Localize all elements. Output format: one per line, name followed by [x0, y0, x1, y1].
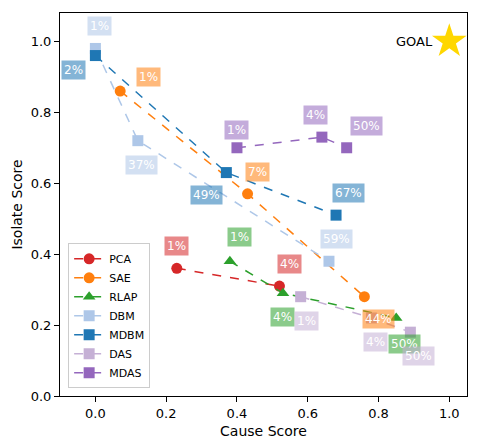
- svg-text:DAS: DAS: [109, 348, 132, 361]
- svg-text:1.0: 1.0: [31, 34, 52, 49]
- svg-text:37%: 37%: [128, 158, 155, 172]
- svg-text:7%: 7%: [248, 165, 267, 179]
- svg-text:0.2: 0.2: [156, 406, 177, 421]
- svg-text:0.2: 0.2: [31, 318, 52, 333]
- svg-text:0.4: 0.4: [227, 406, 248, 421]
- svg-text:SAE: SAE: [109, 272, 131, 285]
- svg-text:59%: 59%: [323, 232, 350, 246]
- svg-text:4%: 4%: [273, 310, 292, 324]
- svg-text:0.6: 0.6: [297, 406, 318, 421]
- svg-text:PCA: PCA: [109, 253, 131, 266]
- svg-text:2%: 2%: [64, 63, 83, 77]
- svg-text:Isolate Score: Isolate Score: [9, 159, 25, 249]
- svg-text:MDAS: MDAS: [109, 367, 141, 380]
- svg-text:1%: 1%: [167, 239, 186, 253]
- svg-text:DBM: DBM: [109, 310, 135, 323]
- svg-text:GOAL: GOAL: [396, 34, 433, 49]
- svg-text:49%: 49%: [193, 188, 220, 202]
- svg-text:1.0: 1.0: [439, 406, 460, 421]
- svg-text:50%: 50%: [405, 349, 432, 363]
- svg-text:1%: 1%: [230, 230, 249, 244]
- svg-text:4%: 4%: [366, 335, 385, 349]
- svg-text:0.8: 0.8: [368, 406, 389, 421]
- svg-text:4%: 4%: [280, 257, 299, 271]
- svg-text:0.6: 0.6: [31, 176, 52, 191]
- svg-text:50%: 50%: [353, 119, 380, 133]
- svg-text:1%: 1%: [297, 314, 316, 328]
- svg-text:67%: 67%: [335, 186, 362, 200]
- svg-text:Cause Score: Cause Score: [220, 423, 307, 439]
- svg-text:MDBM: MDBM: [109, 329, 144, 342]
- svg-text:1%: 1%: [139, 70, 158, 84]
- svg-text:0.0: 0.0: [85, 406, 106, 421]
- svg-text:4%: 4%: [306, 108, 325, 122]
- svg-text:1%: 1%: [227, 123, 246, 137]
- svg-text:RLAP: RLAP: [109, 291, 138, 304]
- svg-text:44%: 44%: [365, 312, 392, 326]
- svg-text:0.8: 0.8: [31, 105, 52, 120]
- svg-text:1%: 1%: [90, 19, 109, 33]
- svg-text:0.4: 0.4: [31, 247, 52, 262]
- svg-text:50%: 50%: [391, 337, 418, 351]
- svg-text:0.0: 0.0: [31, 389, 52, 404]
